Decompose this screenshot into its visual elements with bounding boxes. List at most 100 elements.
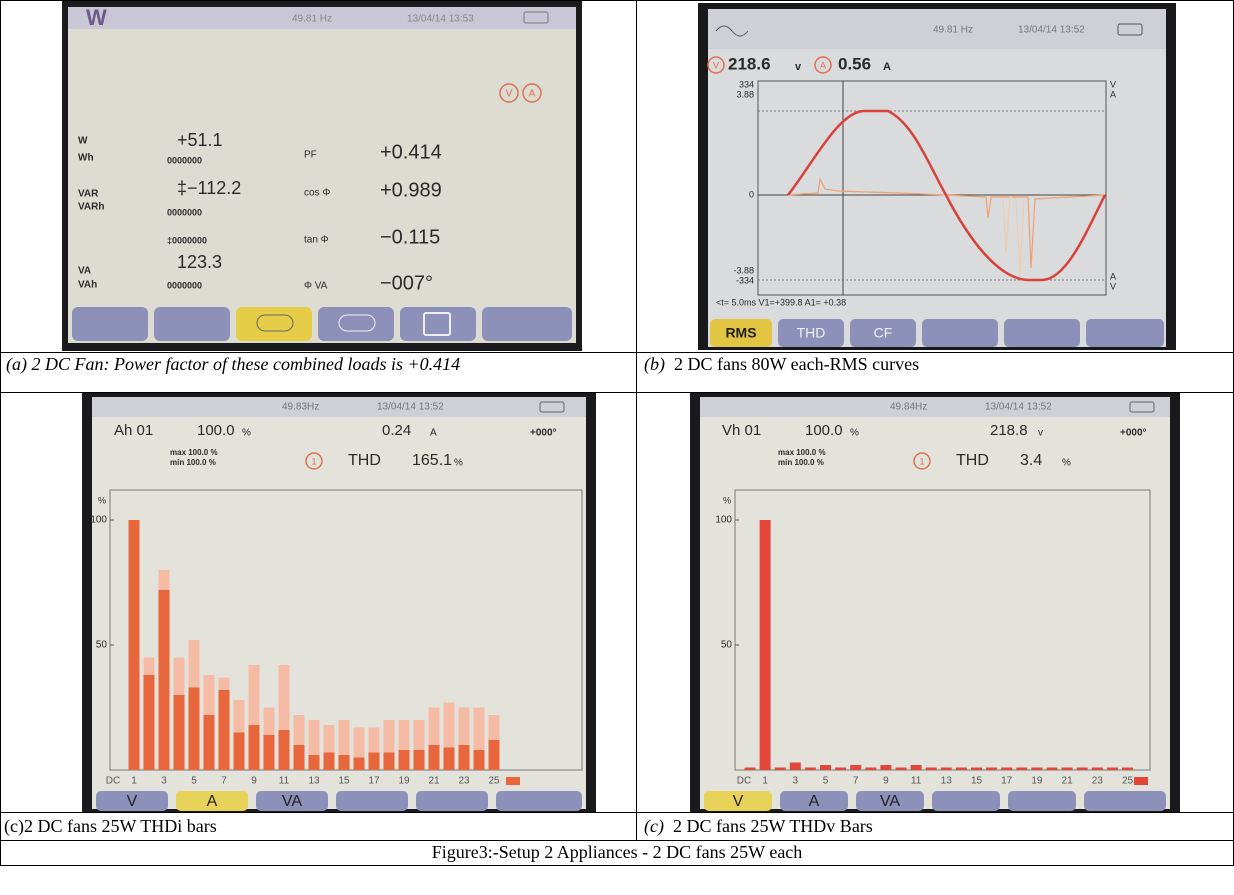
axis-label: -3.88 bbox=[733, 265, 754, 275]
x-tick-label: 25 bbox=[488, 776, 500, 787]
field-label: Φ VA bbox=[304, 281, 328, 292]
bar bbox=[850, 765, 862, 770]
button bbox=[72, 307, 148, 341]
bar bbox=[1016, 767, 1028, 770]
axis-label: A bbox=[1110, 271, 1116, 281]
bar bbox=[804, 767, 816, 770]
field-value: +0.989 bbox=[380, 179, 442, 201]
button bbox=[482, 307, 572, 341]
axis-label: V bbox=[1110, 79, 1116, 89]
bar bbox=[488, 740, 500, 770]
button-label: V bbox=[733, 793, 744, 810]
icon-circle bbox=[499, 83, 519, 103]
bar bbox=[398, 750, 410, 770]
x-tick-label: 3 bbox=[161, 776, 167, 787]
bar bbox=[293, 745, 305, 770]
field-label: cos Φ bbox=[304, 188, 330, 199]
bar bbox=[835, 767, 847, 770]
bar bbox=[895, 767, 907, 770]
bar bbox=[308, 755, 320, 770]
button-bar bbox=[72, 307, 572, 341]
axis-label: 3.88 bbox=[736, 89, 754, 99]
field-label: VARh bbox=[78, 202, 104, 213]
button bbox=[176, 791, 248, 811]
icon-circle bbox=[814, 56, 832, 74]
screen-text: 49.81 Hz bbox=[933, 25, 973, 36]
screen-text: min 100.0 % bbox=[778, 458, 824, 467]
field-label: W bbox=[78, 136, 88, 147]
bar bbox=[248, 725, 260, 770]
icon-circle bbox=[913, 452, 931, 470]
cursor-readout: <t= 5.0ms V1=+399.8 A1= +0.38 bbox=[716, 297, 846, 307]
bar bbox=[173, 695, 185, 770]
field-value: 123.3 bbox=[177, 252, 222, 272]
header-bar bbox=[708, 9, 1166, 49]
screen-text: v bbox=[1038, 428, 1043, 439]
mode-label: W bbox=[86, 5, 107, 30]
screen-text: 13/04/14 13:52 bbox=[1018, 25, 1085, 36]
screen-text: A bbox=[820, 60, 826, 70]
y-tick-label: 100 bbox=[715, 515, 732, 526]
bar bbox=[158, 590, 170, 770]
battery-icon bbox=[523, 11, 549, 24]
screen-text: Vh 01 bbox=[722, 422, 761, 439]
axis-label: 334 bbox=[739, 79, 754, 89]
bar bbox=[955, 767, 967, 770]
screen bbox=[68, 7, 576, 343]
bar bbox=[413, 750, 425, 770]
screen-text: 218.6 bbox=[728, 54, 771, 73]
x-tick-label: 5 bbox=[823, 776, 829, 787]
button bbox=[154, 307, 230, 341]
screen-text: % bbox=[1062, 458, 1071, 469]
bar bbox=[1046, 767, 1058, 770]
button-icon bbox=[423, 312, 451, 336]
bar bbox=[458, 707, 470, 770]
caption: (c) 2 DC fans 25W THDv Bars bbox=[644, 816, 873, 837]
screen-text: max 100.0 % bbox=[170, 448, 218, 457]
button bbox=[1084, 791, 1166, 811]
button bbox=[780, 791, 848, 811]
x-tick-label: 21 bbox=[428, 776, 440, 787]
figure-caption: Figure3:-Setup 2 Appliances - 2 DC fans … bbox=[0, 842, 1234, 863]
bar bbox=[338, 720, 350, 770]
button bbox=[710, 319, 772, 347]
screen-text: 0.56 bbox=[838, 54, 871, 73]
bar bbox=[1091, 767, 1103, 770]
header-bar bbox=[92, 397, 586, 417]
x-tick-label: 13 bbox=[308, 776, 320, 787]
field-label: tan Φ bbox=[304, 235, 329, 246]
screen-text: 165.1 bbox=[412, 452, 452, 469]
x-tick-label: 1 bbox=[762, 776, 768, 787]
button-icon bbox=[338, 314, 376, 332]
axis-label: -334 bbox=[736, 275, 754, 285]
x-tick-label: DC bbox=[737, 776, 751, 787]
x-tick-label: 15 bbox=[971, 776, 983, 787]
bar bbox=[971, 767, 982, 770]
figure-caption-text: Figure3:-Setup 2 Appliances - 2 DC fans … bbox=[431, 842, 803, 862]
button bbox=[336, 791, 408, 811]
button-label: RMS bbox=[725, 325, 756, 341]
bar bbox=[986, 767, 998, 770]
x-tick-label: 9 bbox=[251, 776, 257, 787]
x-tick-label: 15 bbox=[338, 776, 350, 787]
field-value: −0.115 bbox=[380, 226, 440, 248]
axis-label: A bbox=[1110, 89, 1116, 99]
bar bbox=[925, 767, 937, 770]
x-tick-label: 17 bbox=[1001, 776, 1013, 787]
screen-text: 49.81 Hz bbox=[292, 14, 332, 25]
screen-text: 49.84Hz bbox=[890, 402, 927, 413]
button-label: A bbox=[809, 793, 820, 810]
x-tick-label: 17 bbox=[368, 776, 380, 787]
bar bbox=[338, 755, 350, 770]
x-tick-label: 7 bbox=[853, 776, 859, 787]
button bbox=[318, 307, 394, 341]
x-tick-label: 1 bbox=[131, 776, 137, 787]
screen-text: 218.8 bbox=[990, 422, 1028, 439]
field-label: Wh bbox=[78, 153, 94, 164]
x-tick-label: 23 bbox=[458, 776, 470, 787]
screen-text: 3.4 bbox=[1020, 452, 1042, 469]
bar bbox=[1076, 767, 1088, 770]
field-value: −007° bbox=[380, 272, 433, 294]
screen-text: V bbox=[506, 89, 513, 100]
bar bbox=[293, 715, 305, 770]
